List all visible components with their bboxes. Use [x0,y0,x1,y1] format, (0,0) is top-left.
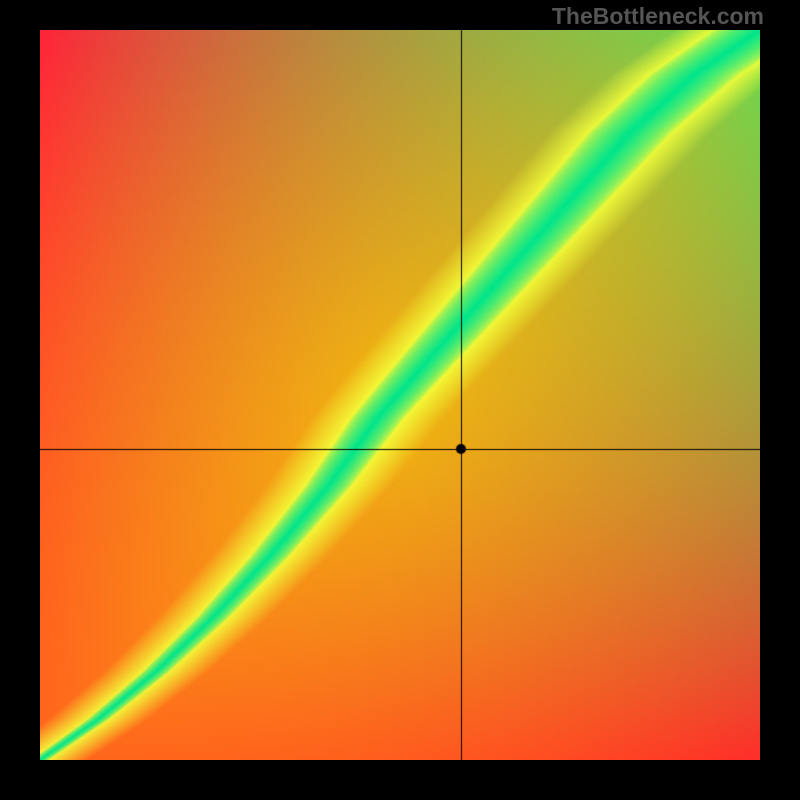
chart-container: TheBottleneck.com [0,0,800,800]
bottleneck-heatmap [40,30,760,760]
watermark-text: TheBottleneck.com [552,3,764,30]
